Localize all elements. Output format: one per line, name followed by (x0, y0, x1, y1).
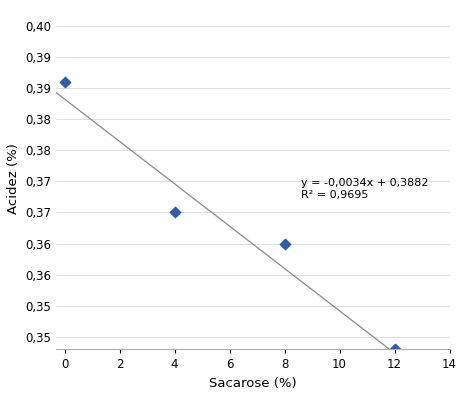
Point (170, 209, 178, 216)
Text: y = -0,0034x + 0,3882
R² = 0,9695: y = -0,0034x + 0,3882 R² = 0,9695 (300, 178, 428, 200)
X-axis label: Sacarose (%): Sacarose (%) (209, 377, 296, 390)
Point (61, 79, 68, 85)
Point (390, 346, 397, 353)
Point (280, 241, 288, 247)
Y-axis label: Acidez (%): Acidez (%) (7, 143, 20, 214)
